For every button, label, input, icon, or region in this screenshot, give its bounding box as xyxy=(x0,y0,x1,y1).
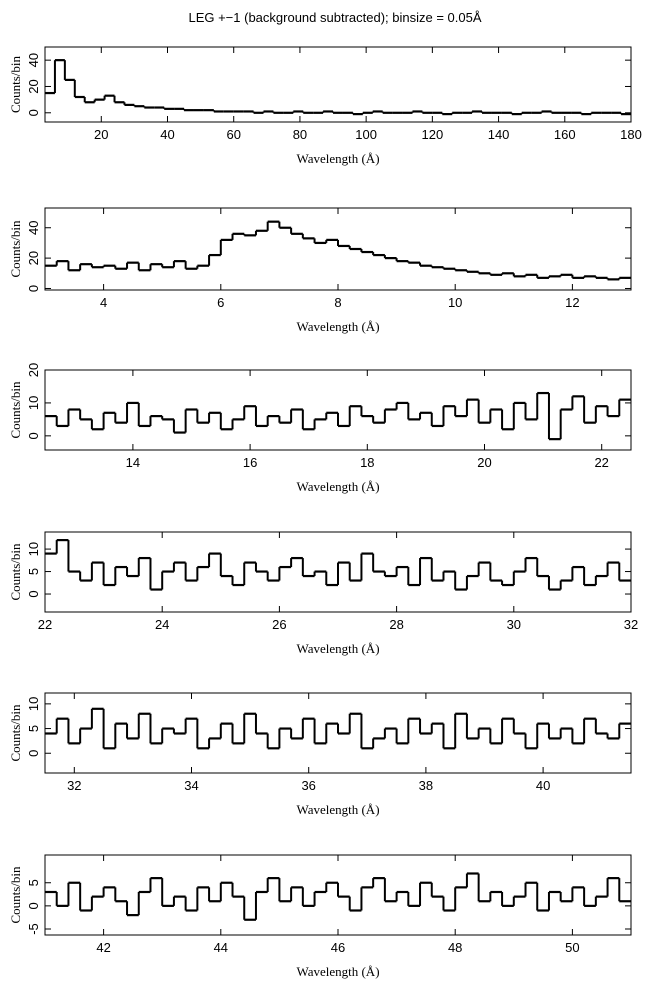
x-tick-label: 48 xyxy=(448,940,462,955)
x-tick-label: 40 xyxy=(536,778,550,793)
x-tick-label: 4 xyxy=(100,295,107,310)
y-tick-label: 5 xyxy=(26,568,41,575)
x-tick-label: 32 xyxy=(624,617,638,632)
plot-area xyxy=(45,391,631,441)
y-tick-label: 10 xyxy=(26,697,41,711)
axes-frame xyxy=(44,692,632,774)
plot-area xyxy=(45,59,631,116)
y-tick-label: 5 xyxy=(26,725,41,732)
x-tick-label: 28 xyxy=(389,617,403,632)
axes-frame xyxy=(44,207,632,291)
x-tick-label: 20 xyxy=(477,455,491,470)
y-tick-label: 5 xyxy=(26,879,41,886)
x-axis-label: Wavelength (Å) xyxy=(296,479,379,494)
x-tick-label: 40 xyxy=(160,127,174,142)
y-tick-label: 0 xyxy=(26,902,41,909)
x-axis-label: Wavelength (Å) xyxy=(296,964,379,979)
plot-area xyxy=(45,538,631,591)
y-tick-label: 0 xyxy=(26,750,41,757)
x-tick-label: 18 xyxy=(360,455,374,470)
y-axis-label: Counts/bin xyxy=(8,381,23,439)
x-tick-label: 32 xyxy=(67,778,81,793)
x-tick-label: 8 xyxy=(334,295,341,310)
x-axis-label: Wavelength (Å) xyxy=(296,319,379,334)
x-tick-label: 22 xyxy=(594,455,608,470)
y-tick-label: 20 xyxy=(26,251,41,265)
x-axis-label: Wavelength (Å) xyxy=(296,151,379,166)
y-tick-label: 20 xyxy=(26,363,41,377)
x-tick-label: 22 xyxy=(38,617,52,632)
y-tick-label: 40 xyxy=(26,53,41,67)
x-tick-label: 120 xyxy=(422,127,444,142)
axes-frame xyxy=(44,369,632,451)
y-tick-label: 10 xyxy=(26,396,41,410)
x-tick-label: 180 xyxy=(620,127,642,142)
x-tick-label: 24 xyxy=(155,617,169,632)
x-tick-label: 30 xyxy=(507,617,521,632)
x-tick-label: 80 xyxy=(293,127,307,142)
y-tick-label: 0 xyxy=(26,590,41,597)
axes-frame xyxy=(44,46,632,123)
x-tick-label: 160 xyxy=(554,127,576,142)
y-axis-label: Counts/bin xyxy=(8,543,23,601)
x-axis-label: Wavelength (Å) xyxy=(296,641,379,656)
x-tick-label: 38 xyxy=(419,778,433,793)
plot-area xyxy=(45,872,631,921)
y-tick-label: 10 xyxy=(26,542,41,556)
axes-frame xyxy=(44,854,632,936)
x-tick-label: 6 xyxy=(217,295,224,310)
x-tick-label: 16 xyxy=(243,455,257,470)
x-tick-label: 50 xyxy=(565,940,579,955)
y-axis-label: Counts/bin xyxy=(8,866,23,924)
x-tick-label: 20 xyxy=(94,127,108,142)
figure-title: LEG +−1 (background subtracted); binsize… xyxy=(188,10,481,25)
x-tick-label: 12 xyxy=(565,295,579,310)
x-tick-label: 60 xyxy=(226,127,240,142)
y-tick-label: 0 xyxy=(26,285,41,292)
x-axis-label: Wavelength (Å) xyxy=(296,802,379,817)
y-axis-label: Counts/bin xyxy=(8,704,23,762)
x-tick-label: 44 xyxy=(214,940,228,955)
x-tick-label: 26 xyxy=(272,617,286,632)
plot-area xyxy=(45,220,631,281)
x-tick-label: 46 xyxy=(331,940,345,955)
y-axis-label: Counts/bin xyxy=(8,220,23,278)
x-tick-label: 36 xyxy=(301,778,315,793)
y-axis-label: Counts/bin xyxy=(8,55,23,113)
y-tick-label: 20 xyxy=(26,79,41,93)
y-tick-label: 0 xyxy=(26,432,41,439)
x-tick-label: 14 xyxy=(126,455,140,470)
x-tick-label: 100 xyxy=(355,127,377,142)
y-tick-label: 0 xyxy=(26,109,41,116)
x-tick-label: 42 xyxy=(96,940,110,955)
x-tick-label: 140 xyxy=(488,127,510,142)
plot-area xyxy=(45,707,631,750)
x-tick-label: 10 xyxy=(448,295,462,310)
x-tick-label: 34 xyxy=(184,778,198,793)
y-tick-label: -5 xyxy=(26,923,41,935)
axes-frame xyxy=(44,531,632,613)
y-tick-label: 40 xyxy=(26,221,41,235)
